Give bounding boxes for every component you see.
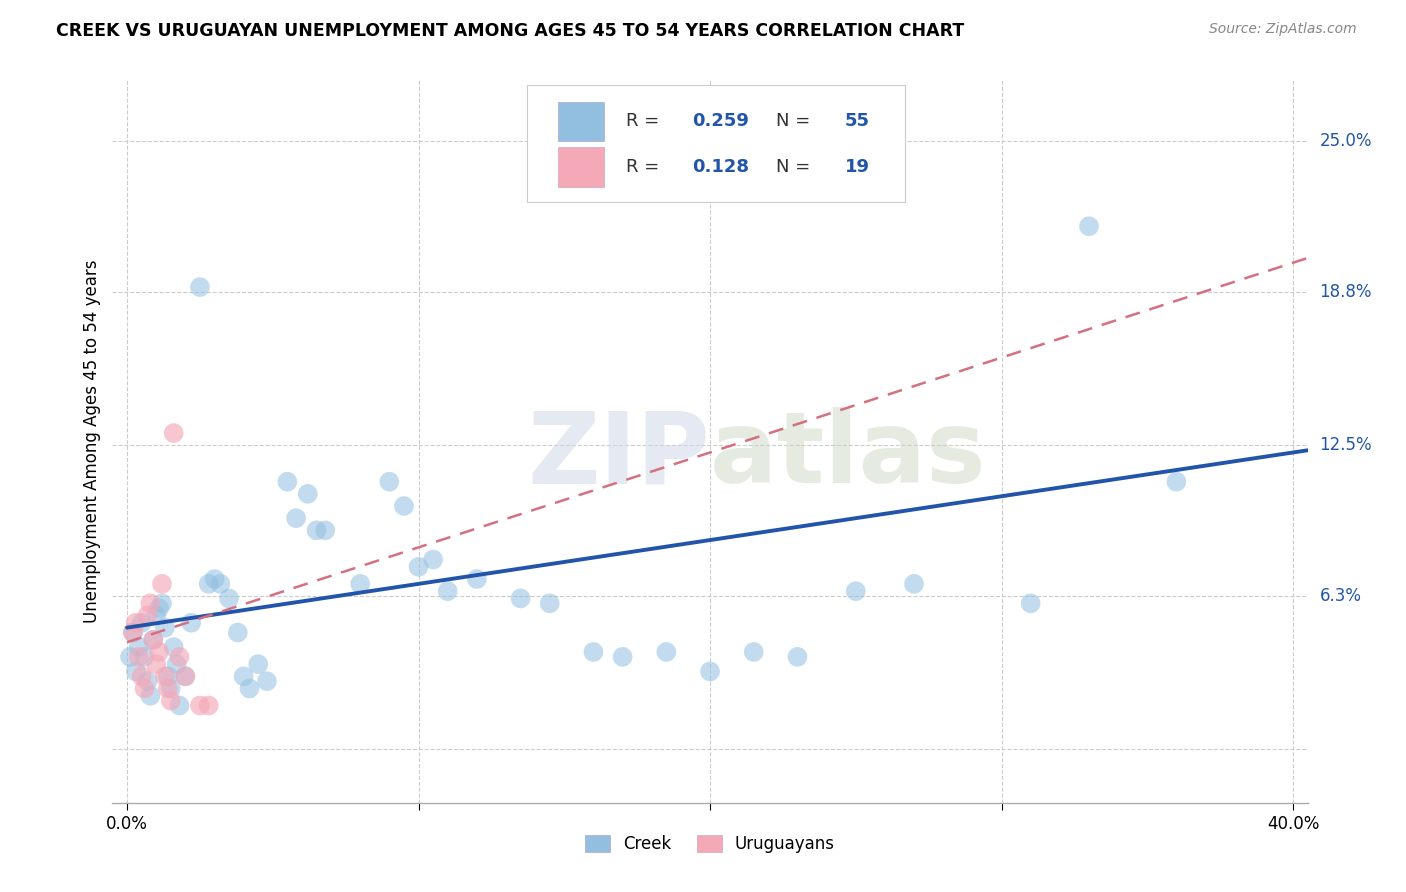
Point	[436, 584, 458, 599]
Point	[163, 425, 186, 440]
Text: 0.259: 0.259	[692, 112, 749, 130]
Point	[142, 632, 165, 647]
Point	[145, 608, 167, 623]
Point	[1078, 219, 1101, 234]
Point	[169, 698, 191, 713]
Point	[1166, 475, 1188, 489]
Text: 0.128: 0.128	[692, 158, 749, 176]
Point	[134, 649, 156, 664]
Point	[742, 645, 765, 659]
Text: N =: N =	[776, 112, 815, 130]
Point	[139, 596, 162, 610]
Point	[139, 689, 162, 703]
Point	[153, 669, 176, 683]
Point	[188, 280, 211, 294]
Point	[408, 559, 430, 574]
Point	[145, 657, 167, 672]
Text: 55: 55	[845, 112, 870, 130]
Text: ZIP: ZIP	[527, 408, 710, 505]
Point	[232, 669, 254, 683]
Point	[297, 487, 319, 501]
Point	[153, 621, 176, 635]
Text: 18.8%: 18.8%	[1320, 283, 1372, 301]
Point	[131, 615, 153, 630]
Point	[150, 596, 173, 610]
Point	[169, 649, 191, 664]
Point	[226, 625, 249, 640]
Text: 6.3%: 6.3%	[1320, 587, 1361, 605]
Point	[392, 499, 415, 513]
Point	[314, 524, 336, 538]
Point	[349, 577, 371, 591]
Point	[148, 601, 170, 615]
Point	[125, 615, 148, 630]
Point	[142, 632, 165, 647]
Point	[305, 524, 328, 538]
Point	[509, 591, 531, 606]
FancyBboxPatch shape	[527, 86, 905, 202]
Text: CREEK VS URUGUAYAN UNEMPLOYMENT AMONG AGES 45 TO 54 YEARS CORRELATION CHART: CREEK VS URUGUAYAN UNEMPLOYMENT AMONG AG…	[56, 22, 965, 40]
Point	[122, 625, 145, 640]
Text: Source: ZipAtlas.com: Source: ZipAtlas.com	[1209, 22, 1357, 37]
Text: N =: N =	[776, 158, 815, 176]
Point	[128, 640, 150, 654]
Point	[122, 625, 145, 640]
Point	[422, 552, 444, 566]
Point	[655, 645, 678, 659]
Point	[612, 649, 634, 664]
Point	[276, 475, 298, 489]
Point	[903, 577, 925, 591]
Y-axis label: Unemployment Among Ages 45 to 54 years: Unemployment Among Ages 45 to 54 years	[83, 260, 101, 624]
Point	[134, 681, 156, 696]
Point	[125, 665, 148, 679]
Point	[582, 645, 605, 659]
Text: 19: 19	[845, 158, 870, 176]
Text: atlas: atlas	[710, 408, 987, 505]
Point	[166, 657, 188, 672]
Point	[118, 649, 141, 664]
Point	[378, 475, 401, 489]
Point	[156, 681, 179, 696]
Point	[136, 608, 159, 623]
Point	[174, 669, 197, 683]
Point	[159, 681, 181, 696]
Point	[197, 577, 219, 591]
Point	[131, 669, 153, 683]
Text: R =: R =	[627, 112, 665, 130]
Point	[786, 649, 808, 664]
Point	[699, 665, 721, 679]
FancyBboxPatch shape	[558, 102, 603, 141]
Point	[247, 657, 270, 672]
Point	[218, 591, 240, 606]
Point	[163, 640, 186, 654]
Point	[197, 698, 219, 713]
Point	[465, 572, 488, 586]
Point	[538, 596, 561, 610]
Point	[285, 511, 308, 525]
Point	[180, 615, 202, 630]
Point	[256, 674, 278, 689]
Point	[128, 649, 150, 664]
Point	[204, 572, 226, 586]
Legend: Creek, Uruguayans: Creek, Uruguayans	[578, 828, 842, 860]
Point	[209, 577, 232, 591]
Point	[150, 577, 173, 591]
Point	[159, 693, 181, 707]
Point	[136, 674, 159, 689]
Text: 25.0%: 25.0%	[1320, 132, 1372, 150]
FancyBboxPatch shape	[558, 147, 603, 186]
Point	[238, 681, 260, 696]
Text: R =: R =	[627, 158, 665, 176]
Point	[188, 698, 211, 713]
Point	[174, 669, 197, 683]
Text: 12.5%: 12.5%	[1320, 436, 1372, 454]
Point	[845, 584, 868, 599]
Point	[156, 669, 179, 683]
Point	[148, 645, 170, 659]
Point	[1019, 596, 1042, 610]
